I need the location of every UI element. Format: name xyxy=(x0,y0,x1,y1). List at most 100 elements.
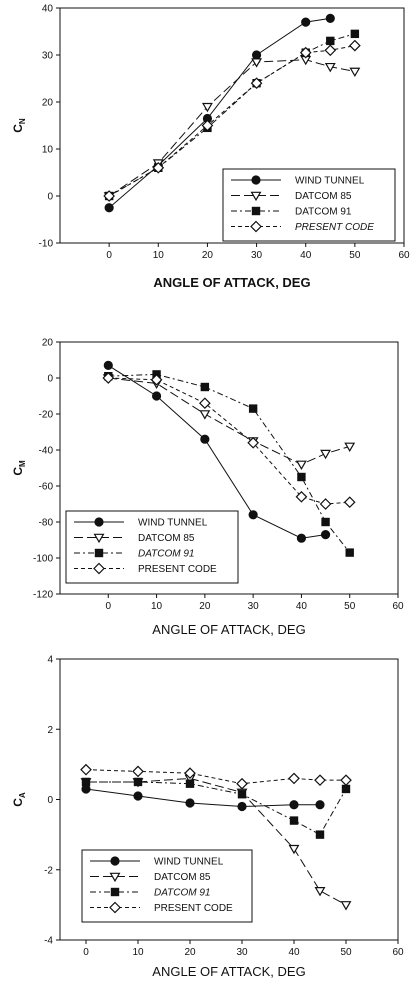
data-point xyxy=(326,36,335,46)
series-wind-tunnel xyxy=(81,784,325,812)
data-point xyxy=(251,58,263,68)
chart-panel-3: 0 10 20 30 40 50 60 -4 -2 0 2 4 ANGLE OF ATTACK, DEG… xyxy=(11,655,404,980)
x-tick-label: 50 xyxy=(340,947,352,958)
chart-panel-2: 0 10 20 30 40 50 60 -120 -100 -80 -60 -40 -20 0 20 ANGL… xyxy=(11,338,404,638)
data-point xyxy=(132,765,144,778)
series-datcom-91 xyxy=(104,370,354,557)
data-point xyxy=(340,774,352,787)
legend-label: WIND TUNNEL xyxy=(154,857,224,868)
legend-label: DATCOM 85 xyxy=(154,872,211,883)
legend-label: PRESENT CODE xyxy=(295,222,374,233)
y-tick-label: -80 xyxy=(39,518,54,529)
data-point xyxy=(314,887,326,897)
x-tick-label: 0 xyxy=(83,947,89,958)
data-point xyxy=(152,161,165,174)
data-point xyxy=(185,798,195,808)
series-present-code xyxy=(103,39,361,202)
data-point xyxy=(251,50,262,60)
data-point xyxy=(297,472,306,482)
legend-marker xyxy=(109,901,121,914)
legend-marker xyxy=(250,220,262,233)
data-point xyxy=(248,510,258,520)
data-point xyxy=(200,382,210,392)
series-datcom-85 xyxy=(102,374,356,470)
data-point xyxy=(288,844,300,855)
plot-frame xyxy=(59,341,399,595)
data-point xyxy=(237,801,247,812)
series-present-code xyxy=(80,763,352,790)
x-tick-label: 50 xyxy=(344,601,356,612)
series-line xyxy=(108,377,350,505)
data-point xyxy=(104,203,114,213)
data-point xyxy=(103,190,115,202)
data-point xyxy=(324,62,336,73)
data-point xyxy=(321,517,330,527)
data-point xyxy=(345,548,354,557)
y-tick-label: 20 xyxy=(42,98,54,109)
x-tick-label: 60 xyxy=(392,601,404,612)
data-point xyxy=(199,410,211,420)
x-axis-label: ANGLE OF ATTACK, DEG xyxy=(152,964,305,979)
legend-marker xyxy=(110,887,120,897)
legend-label: PRESENT CODE xyxy=(138,564,217,575)
y-tick-label: 4 xyxy=(47,655,53,666)
data-point xyxy=(199,397,211,410)
y-tick-label: -10 xyxy=(39,239,54,250)
y-tick-label: -2 xyxy=(44,865,53,876)
x-axis-label: ANGLE OF ATTACK, DEG xyxy=(152,622,305,637)
data-point xyxy=(289,816,299,825)
data-point xyxy=(343,496,356,509)
y-tick-label: -100 xyxy=(33,554,53,565)
series-line xyxy=(86,781,347,836)
data-point xyxy=(185,779,195,788)
data-point xyxy=(247,436,259,449)
series-wind-tunnel xyxy=(103,360,331,543)
x-tick-label: 50 xyxy=(349,250,361,261)
data-point xyxy=(314,774,326,787)
legend-marker xyxy=(251,175,261,185)
data-point xyxy=(320,449,332,460)
legend-marker xyxy=(94,517,104,527)
data-point xyxy=(295,490,308,503)
legend-label: DATCOM 85 xyxy=(138,533,195,544)
legend-label: WIND TUNNEL xyxy=(138,518,208,529)
y-tick-label: 20 xyxy=(42,338,54,349)
legend-box xyxy=(81,849,253,923)
series-datcom-91 xyxy=(81,777,351,839)
legend-label: DATCOM 91 xyxy=(295,207,352,218)
legend-marker xyxy=(251,206,261,216)
x-tick-label: 10 xyxy=(153,250,165,261)
y-tick-label: 0 xyxy=(47,192,53,203)
data-point xyxy=(133,777,143,787)
data-point xyxy=(295,460,307,470)
data-point xyxy=(289,800,299,810)
data-point xyxy=(201,102,213,113)
data-point xyxy=(201,119,214,132)
x-tick-label: 40 xyxy=(296,601,308,612)
y-tick-label: -40 xyxy=(39,446,54,457)
legend-marker xyxy=(93,533,105,544)
y-tick-label: -60 xyxy=(39,482,54,493)
data-point xyxy=(250,77,263,90)
data-point xyxy=(349,39,361,52)
legend-marker xyxy=(110,856,120,866)
y-tick-label: -20 xyxy=(39,410,54,421)
y-tick-label: 30 xyxy=(42,51,54,62)
x-tick-label: 0 xyxy=(106,250,112,261)
y-tick-label: 40 xyxy=(42,4,54,15)
data-point xyxy=(237,790,247,799)
data-point xyxy=(288,772,300,785)
y-axis-label-subscript: N xyxy=(18,118,27,124)
x-tick-label: 40 xyxy=(300,250,312,261)
data-point xyxy=(299,46,312,59)
data-point xyxy=(81,777,91,787)
x-tick-label: 20 xyxy=(202,250,214,261)
data-point xyxy=(340,901,352,911)
y-axis-label: CN xyxy=(11,118,27,133)
x-tick-label: 30 xyxy=(251,250,263,261)
y-tick-label: 10 xyxy=(42,145,54,156)
y-axis-label: CM xyxy=(11,460,27,476)
legend: WIND TUNNEL DATCOM 85 DATCOM 91 PRESENT COD… xyxy=(81,849,253,923)
x-tick-label: 20 xyxy=(184,947,196,958)
